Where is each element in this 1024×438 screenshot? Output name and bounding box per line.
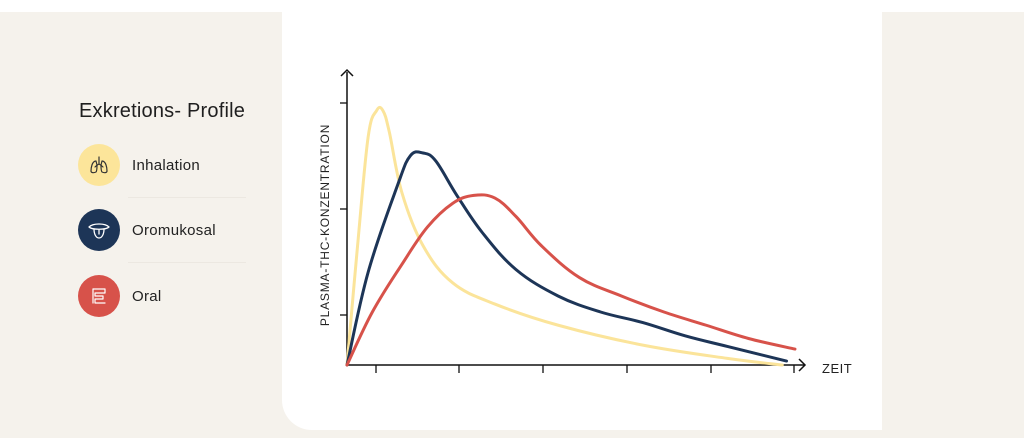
tongue-icon — [78, 209, 120, 251]
x-axis-arrow — [798, 358, 807, 372]
legend-title: Exkretions- Profile — [79, 100, 246, 122]
legend-label: Oral — [132, 287, 162, 305]
series-line-inhalation — [345, 105, 784, 367]
legend-divider — [128, 262, 246, 263]
x-axis-label: ZEIT — [822, 361, 852, 376]
legend-label: Oromukosal — [132, 221, 216, 239]
legend-item-inhalation: Inhalation — [78, 143, 200, 187]
series-line-oromukosal — [345, 150, 789, 367]
legend-item-oral: Oral — [78, 274, 162, 318]
intestine-icon — [78, 275, 120, 317]
chart-series — [345, 105, 797, 367]
lungs-icon — [78, 144, 120, 186]
y-axis-label: PLASMA-THC-KONZENTRATION — [318, 124, 332, 326]
legend-item-oromukosal: Oromukosal — [78, 208, 216, 252]
legend-divider — [128, 197, 246, 198]
chart-axes — [340, 68, 807, 373]
y-axis-arrow — [340, 68, 354, 77]
series-line-oral — [345, 193, 797, 367]
legend-label: Inhalation — [132, 156, 201, 174]
top-bar — [0, 0, 1024, 12]
